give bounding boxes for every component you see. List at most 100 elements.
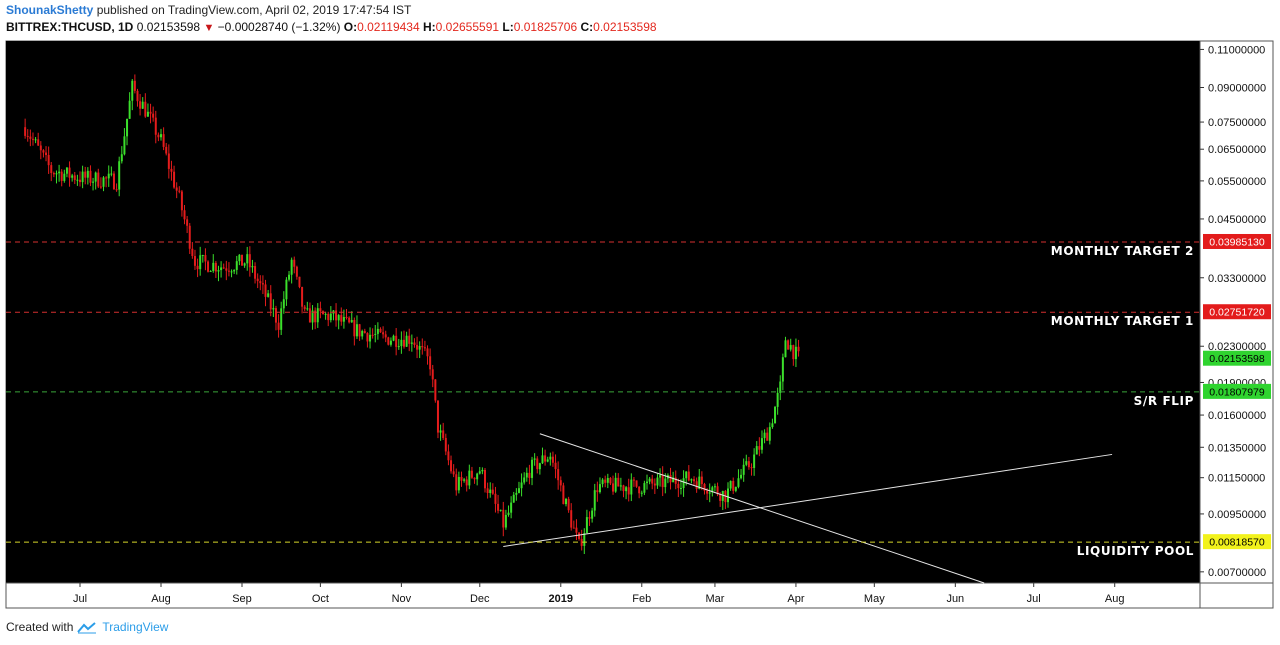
candle-body [727, 488, 729, 503]
candle-body [711, 487, 714, 493]
x-tick-label: Dec [470, 593, 490, 605]
candle-body [256, 278, 259, 282]
candle-body [695, 481, 698, 489]
close-value: 0.02153598 [593, 20, 657, 34]
candle-body [635, 480, 638, 487]
candle-body [596, 490, 599, 493]
candle-body [324, 313, 327, 315]
candle-body [214, 262, 217, 272]
candle-body [115, 189, 118, 191]
candle-body [31, 138, 34, 140]
author-link[interactable]: ShounakShetty [6, 3, 94, 17]
candle-body [463, 479, 466, 481]
candle-body [246, 254, 249, 264]
published-text: published on TradingView.com, April 02, … [96, 3, 412, 17]
level-badge [1203, 304, 1271, 320]
candle-body [781, 357, 784, 382]
candle-body [204, 255, 207, 262]
open-label: O: [343, 20, 358, 34]
candle-body [619, 485, 622, 487]
x-tick-label: Jul [1027, 593, 1041, 605]
x-tick-label: Sep [232, 593, 252, 605]
candle-body [486, 488, 489, 494]
candle-body [551, 456, 554, 463]
x-tick-label: 2019 [549, 593, 573, 605]
candle-body [379, 328, 382, 333]
candle-body [507, 512, 510, 515]
candle-body [167, 153, 170, 169]
candle-body [126, 118, 129, 137]
level-badge-value: 0.00818570 [1209, 537, 1265, 549]
candle-body [604, 479, 607, 483]
candle-body [160, 134, 162, 138]
publication-info: ShounakShetty published on TradingView.c… [6, 3, 411, 17]
x-tick-label: Jul [73, 593, 87, 605]
candle-body [102, 177, 105, 187]
candle-body [162, 134, 165, 147]
y-tick-label: 0.01150000 [1208, 473, 1265, 485]
candle-body [149, 111, 152, 114]
symbol-label: BITTREX:THCUSD, 1D [6, 20, 134, 34]
candle-body [123, 136, 126, 155]
candle-body [376, 328, 379, 334]
candle-body [591, 510, 594, 519]
candle-body [502, 509, 505, 528]
level-label: MONTHLY TARGET 1 [1051, 314, 1194, 328]
high-value: 0.02655591 [435, 20, 500, 34]
y-tick-label: 0.02300000 [1208, 341, 1266, 353]
candle-body [201, 255, 204, 257]
candle-body [661, 475, 664, 488]
candle-body [515, 492, 518, 495]
candle-body [133, 80, 136, 91]
candle-body [656, 477, 659, 486]
candle-body [528, 472, 531, 478]
candle-body [565, 498, 567, 505]
candle-body [557, 469, 560, 481]
candle-body [627, 487, 630, 495]
trendline-1 [539, 433, 985, 584]
candle-body [405, 335, 408, 347]
candle-body [737, 478, 740, 487]
candle-body [272, 308, 275, 310]
candle-body [478, 471, 481, 474]
high-label: H: [422, 20, 436, 34]
candle-body [209, 270, 212, 272]
candle-body [165, 146, 168, 154]
candle-body [470, 470, 473, 478]
price-change: −0.00028740 (−1.32%) [217, 20, 341, 34]
candle-body [71, 175, 74, 178]
candle-body [120, 154, 123, 162]
x-tick-label: Feb [632, 593, 651, 605]
candle-body [50, 165, 53, 174]
candle-body [243, 263, 246, 266]
candle-body [259, 281, 262, 284]
candle-body [740, 474, 743, 479]
candle-body [47, 155, 50, 166]
candle-body [79, 179, 81, 183]
candle-body [89, 170, 92, 183]
tradingview-link[interactable]: TradingView [102, 620, 169, 634]
candle-body [646, 481, 648, 484]
level-badge-value: 0.01807979 [1209, 386, 1265, 398]
candle-body [450, 460, 453, 472]
candle-body [562, 485, 565, 505]
candle-body [65, 167, 68, 174]
candle-body [426, 348, 429, 357]
candle-body [570, 510, 573, 528]
candle-body [494, 493, 497, 504]
candles-group [24, 74, 800, 555]
candle-body [337, 315, 340, 321]
candle-body [664, 478, 667, 488]
candle-body [207, 261, 210, 272]
created-with-text: Created with [6, 620, 74, 634]
y-tick-label: 0.01600000 [1208, 410, 1266, 422]
candle-body [439, 430, 442, 433]
candle-body [549, 456, 552, 460]
candle-body [110, 173, 113, 175]
candle-body [227, 270, 230, 272]
candle-body [361, 330, 364, 337]
candle-body [745, 461, 748, 465]
candle-body [186, 219, 189, 226]
low-value: 0.01825706 [513, 20, 578, 34]
